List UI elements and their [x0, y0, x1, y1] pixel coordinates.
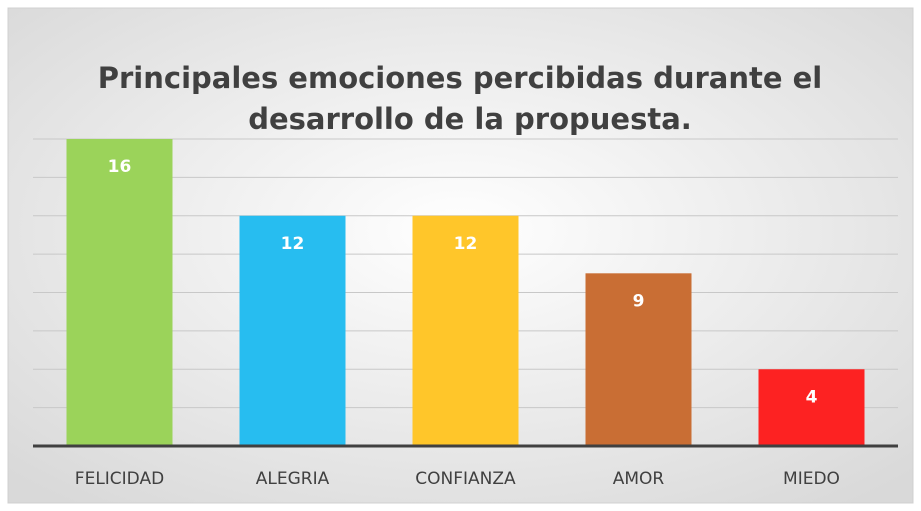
x-tick-label: ALEGRIA: [256, 469, 330, 489]
value-label: 9: [633, 291, 645, 311]
value-label: 12: [454, 234, 478, 254]
value-label: 4: [806, 387, 818, 407]
bar: [66, 139, 173, 446]
value-label: 16: [108, 157, 132, 177]
chart-title: desarrollo de la propuesta.: [248, 102, 692, 136]
value-label: 12: [281, 234, 305, 254]
bar: [758, 369, 865, 446]
x-tick-label: CONFIANZA: [415, 469, 516, 489]
x-tick-label: FELICIDAD: [75, 469, 164, 489]
x-tick-label: MIEDO: [783, 469, 840, 489]
chart-title: Principales emociones percibidas durante…: [98, 61, 823, 95]
bar: [239, 215, 346, 446]
bar: [585, 273, 692, 446]
bar: [412, 215, 519, 446]
x-tick-label: AMOR: [613, 469, 665, 489]
